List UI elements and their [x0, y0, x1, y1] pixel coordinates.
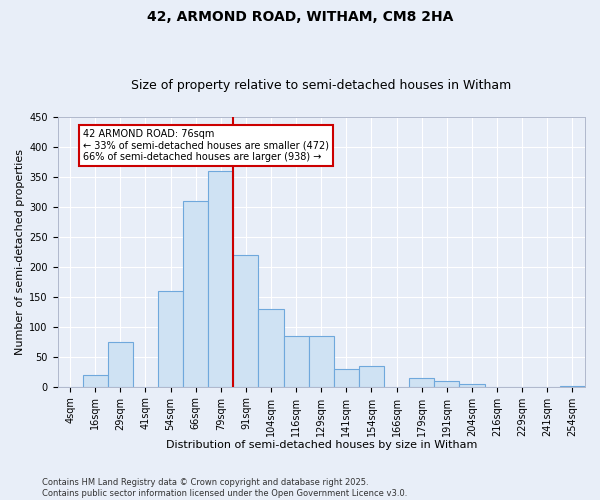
Bar	[108, 342, 133, 386]
Bar	[409, 378, 434, 386]
Text: 42 ARMOND ROAD: 76sqm
← 33% of semi-detached houses are smaller (472)
66% of sem: 42 ARMOND ROAD: 76sqm ← 33% of semi-deta…	[83, 129, 329, 162]
Bar	[284, 336, 308, 386]
Bar	[334, 368, 359, 386]
Bar	[259, 308, 284, 386]
Bar	[158, 291, 183, 386]
Bar	[208, 171, 233, 386]
Text: Contains HM Land Registry data © Crown copyright and database right 2025.
Contai: Contains HM Land Registry data © Crown c…	[42, 478, 407, 498]
X-axis label: Distribution of semi-detached houses by size in Witham: Distribution of semi-detached houses by …	[166, 440, 477, 450]
Bar	[359, 366, 384, 386]
Bar	[308, 336, 334, 386]
Text: 42, ARMOND ROAD, WITHAM, CM8 2HA: 42, ARMOND ROAD, WITHAM, CM8 2HA	[147, 10, 453, 24]
Bar	[233, 255, 259, 386]
Bar	[434, 380, 460, 386]
Y-axis label: Number of semi-detached properties: Number of semi-detached properties	[15, 149, 25, 355]
Bar	[460, 384, 485, 386]
Bar	[183, 201, 208, 386]
Bar	[83, 374, 108, 386]
Title: Size of property relative to semi-detached houses in Witham: Size of property relative to semi-detach…	[131, 79, 511, 92]
